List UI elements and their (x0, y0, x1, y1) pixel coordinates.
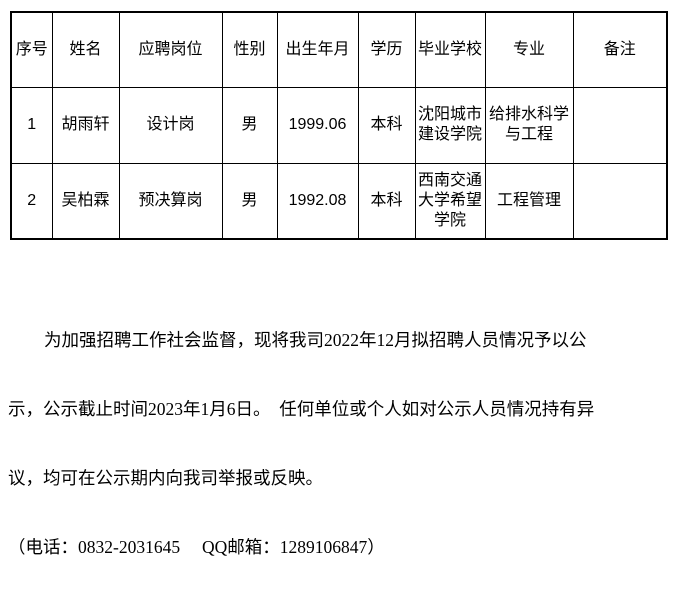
cell-school: 沈阳城市建设学院 (414, 86, 486, 164)
notice-line: 议，均可在公示期内向我司举报或反映。 (8, 468, 323, 488)
cell-serial: 2 (10, 162, 53, 240)
notice-line: 示，公示截止时间2023年1月6日。 任何单位或个人如对公示人员情况持有异 (8, 399, 595, 419)
cell-gender: 男 (221, 162, 278, 240)
header-serial: 序号 (10, 11, 53, 88)
cell-name: 胡雨轩 (51, 86, 120, 164)
cell-education: 本科 (357, 162, 416, 240)
recruitment-table: 序号 姓名 应聘岗位 性别 出生年月 学历 毕业学校 专业 备注 1 胡雨轩 设… (10, 11, 668, 240)
cell-school: 西南交通大学希望学院 (414, 162, 486, 240)
cell-major: 给排水科学与工程 (484, 86, 574, 164)
header-position: 应聘岗位 (118, 11, 223, 88)
contact-line: （电话：0832-2031645 QQ邮箱：1289106847） (8, 537, 385, 557)
cell-education: 本科 (357, 86, 416, 164)
cell-name: 吴柏霖 (51, 162, 120, 240)
table-row: 1 胡雨轩 设计岗 男 1999.06 本科 沈阳城市建设学院 给排水科学与工程 (10, 86, 668, 164)
cell-gender: 男 (221, 86, 278, 164)
cell-birthdate: 1992.08 (276, 162, 359, 240)
header-remarks: 备注 (572, 11, 668, 88)
cell-position: 预决算岗 (118, 162, 223, 240)
cell-position: 设计岗 (118, 86, 223, 164)
table-header-row: 序号 姓名 应聘岗位 性别 出生年月 学历 毕业学校 专业 备注 (10, 11, 668, 88)
header-name: 姓名 (51, 11, 120, 88)
header-major: 专业 (484, 11, 574, 88)
cell-remarks (572, 162, 668, 240)
header-birthdate: 出生年月 (276, 11, 359, 88)
cell-remarks (572, 86, 668, 164)
table-row: 2 吴柏霖 预决算岗 男 1992.08 本科 西南交通大学希望学院 工程管理 (10, 162, 668, 240)
cell-serial: 1 (10, 86, 53, 164)
notice-line: 为加强招聘工作社会监督，现将我司2022年12月拟招聘人员情况予以公 (44, 330, 587, 350)
header-school: 毕业学校 (414, 11, 486, 88)
cell-birthdate: 1999.06 (276, 86, 359, 164)
header-gender: 性别 (221, 11, 278, 88)
publicity-notice-document: 序号 姓名 应聘岗位 性别 出生年月 学历 毕业学校 专业 备注 1 胡雨轩 设… (0, 11, 676, 557)
header-education: 学历 (357, 11, 416, 88)
notice-paragraph: 为加强招聘工作社会监督，现将我司2022年12月拟招聘人员情况予以公 示，公示截… (8, 283, 670, 605)
cell-major: 工程管理 (484, 162, 574, 240)
